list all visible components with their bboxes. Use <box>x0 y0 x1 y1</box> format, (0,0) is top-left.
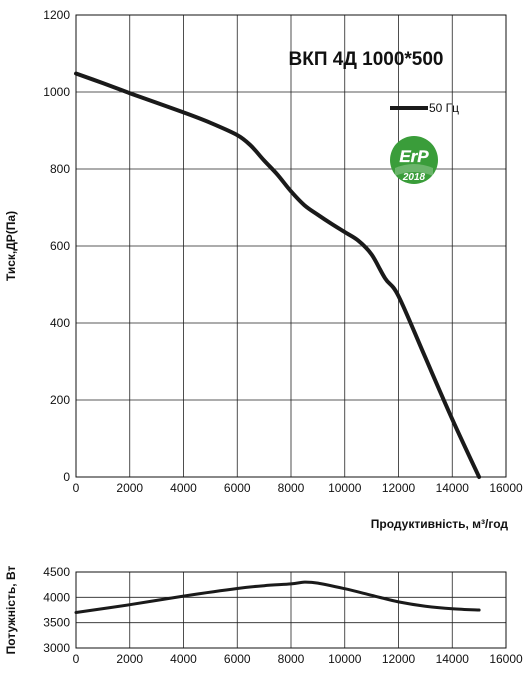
x-tick-label: 10000 <box>328 652 362 666</box>
power-y-axis-label: Потужність, Вт <box>4 566 18 655</box>
erp-badge-swoosh <box>395 164 433 176</box>
y-tick-label: 4000 <box>43 590 70 604</box>
x-tick-label: 16000 <box>489 652 523 666</box>
x-tick-label: 4000 <box>170 652 197 666</box>
y-tick-label: 3000 <box>43 641 70 655</box>
chart-title: ВКП 4Д 1000*500 <box>289 49 444 70</box>
y-tick-label: 800 <box>50 162 70 176</box>
x-tick-label: 0 <box>73 481 80 495</box>
legend-label: 50 Гц <box>429 101 459 115</box>
y-tick-label: 1000 <box>43 85 70 99</box>
x-tick-label: 14000 <box>436 652 470 666</box>
power-chart-ticks: 0 2000 4000 6000 8000 10000 12000 14000 16000 300… <box>43 565 523 666</box>
series-line-50hz <box>74 71 482 479</box>
x-tick-label: 8000 <box>278 481 305 495</box>
y-tick-label: 3500 <box>43 616 70 630</box>
x-tick-label: 6000 <box>224 481 251 495</box>
x-tick-label: 6000 <box>224 652 251 666</box>
x-tick-label: 2000 <box>116 481 143 495</box>
power-chart: 0 2000 4000 6000 8000 10000 12000 14000 16000 300… <box>4 565 523 666</box>
y-tick-label: 0 <box>63 470 70 484</box>
y-tick-label: 200 <box>50 393 70 407</box>
x-axis-label: Продуктивність, м³/год <box>371 517 509 531</box>
pressure-chart: 0 2000 4000 6000 8000 10000 12000 14000 16000 0 20… <box>4 8 523 531</box>
x-tick-label: 4000 <box>170 481 197 495</box>
x-tick-label: 8000 <box>278 652 305 666</box>
erp-2018-badge: ErP 2018 <box>390 136 438 184</box>
y-tick-label: 400 <box>50 316 70 330</box>
x-tick-label: 12000 <box>382 481 416 495</box>
erp-badge-year: 2018 <box>402 172 426 183</box>
power-chart-frame <box>75 571 507 649</box>
x-tick-label: 10000 <box>328 481 362 495</box>
legend: 50 Гц <box>390 101 459 115</box>
power-series-line <box>74 580 481 614</box>
x-tick-label: 2000 <box>116 652 143 666</box>
x-tick-label: 12000 <box>382 652 416 666</box>
x-tick-label: 14000 <box>436 481 470 495</box>
erp-badge-circle <box>390 136 438 184</box>
pressure-chart-frame <box>75 14 507 478</box>
pressure-chart-grid <box>75 14 507 478</box>
pressure-chart-ticks: 0 2000 4000 6000 8000 10000 12000 14000 16000 0 20… <box>43 8 523 495</box>
x-tick-label: 16000 <box>489 481 523 495</box>
erp-badge-text: ErP <box>399 147 429 166</box>
y-tick-label: 600 <box>50 239 70 253</box>
y-axis-label: Тиск,ДР(Па) <box>4 211 18 281</box>
y-tick-label: 4500 <box>43 565 70 579</box>
y-tick-label: 1200 <box>43 8 70 22</box>
x-tick-label: 0 <box>73 652 80 666</box>
